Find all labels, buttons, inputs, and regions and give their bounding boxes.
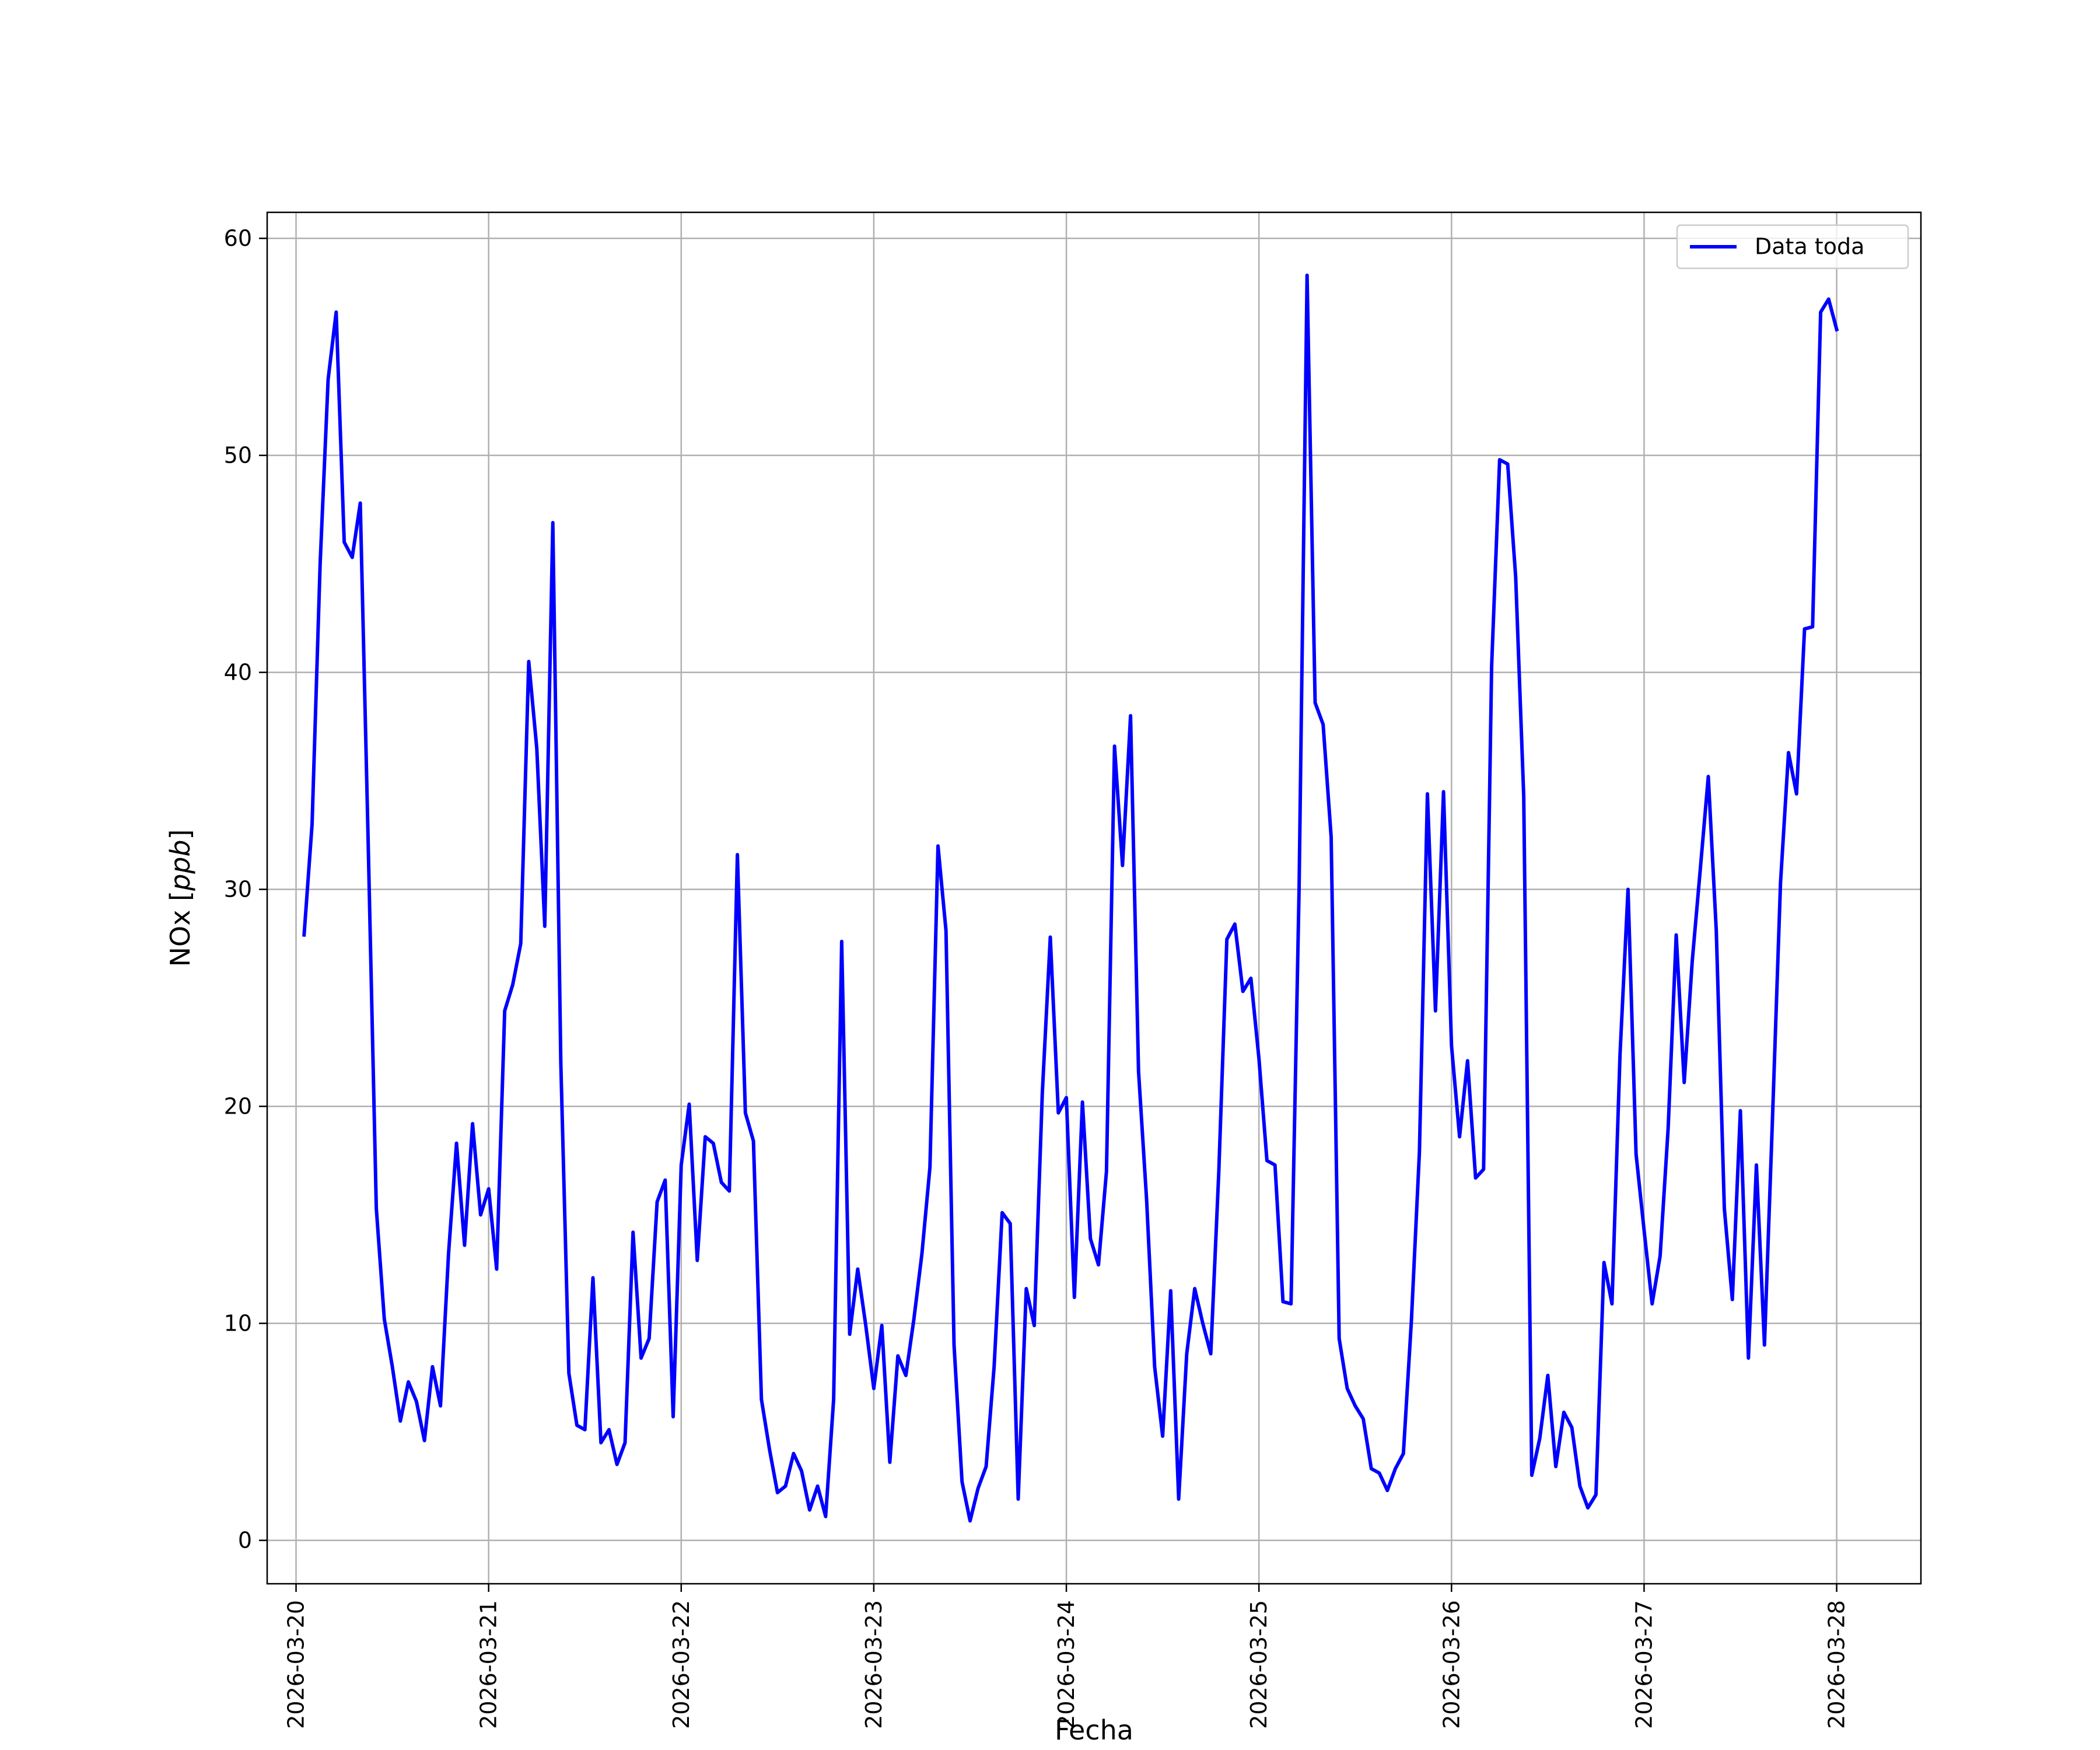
- y-axis-title-text: NOx [: [164, 891, 196, 967]
- y-tick-label: 30: [224, 877, 252, 902]
- grid-lines: [267, 212, 1921, 1584]
- y-axis-title-unit: ppb: [164, 839, 196, 891]
- series-line-data-toda: [302, 273, 1839, 1523]
- y-tick-label: 60: [224, 226, 252, 251]
- x-tick-label: 2026-03-28: [1824, 1600, 1850, 1729]
- x-axis: 2026-03-20 2026-03-21 2026-03-22 2026-03-23…: [284, 1584, 1850, 1729]
- x-tick-label: 2026-03-26: [1438, 1600, 1464, 1729]
- y-axis-title: NOx [ppb]: [164, 830, 196, 967]
- y-tick-label: 0: [238, 1528, 252, 1553]
- legend: Data toda: [1676, 224, 1909, 270]
- y-axis-title-close: ]: [164, 830, 196, 840]
- y-tick-label: 40: [224, 660, 252, 685]
- plot-frame: [266, 211, 1922, 1585]
- series-layer: [302, 273, 1839, 1523]
- x-tick-label: 2026-03-25: [1246, 1600, 1272, 1729]
- legend-box: [1676, 224, 1909, 270]
- y-tick-label: 10: [224, 1311, 252, 1336]
- x-tick-label: 2026-03-24: [1054, 1600, 1079, 1729]
- x-tick-label: 2026-03-23: [861, 1600, 887, 1729]
- x-tick-label: 2026-03-22: [668, 1600, 694, 1729]
- y-tick-label: 50: [224, 443, 252, 468]
- legend-label: Data toda: [1755, 234, 1864, 260]
- plot-area: [267, 212, 1921, 1584]
- x-tick-label: 2026-03-20: [284, 1600, 309, 1729]
- x-axis-title: Fecha: [1055, 1714, 1133, 1746]
- x-tick-label: 2026-03-27: [1631, 1600, 1657, 1729]
- y-tick-label: 20: [224, 1094, 252, 1119]
- x-tick-label: 2026-03-21: [476, 1600, 502, 1729]
- y-axis: 0 10 20 30 40 50 60: [224, 226, 267, 1553]
